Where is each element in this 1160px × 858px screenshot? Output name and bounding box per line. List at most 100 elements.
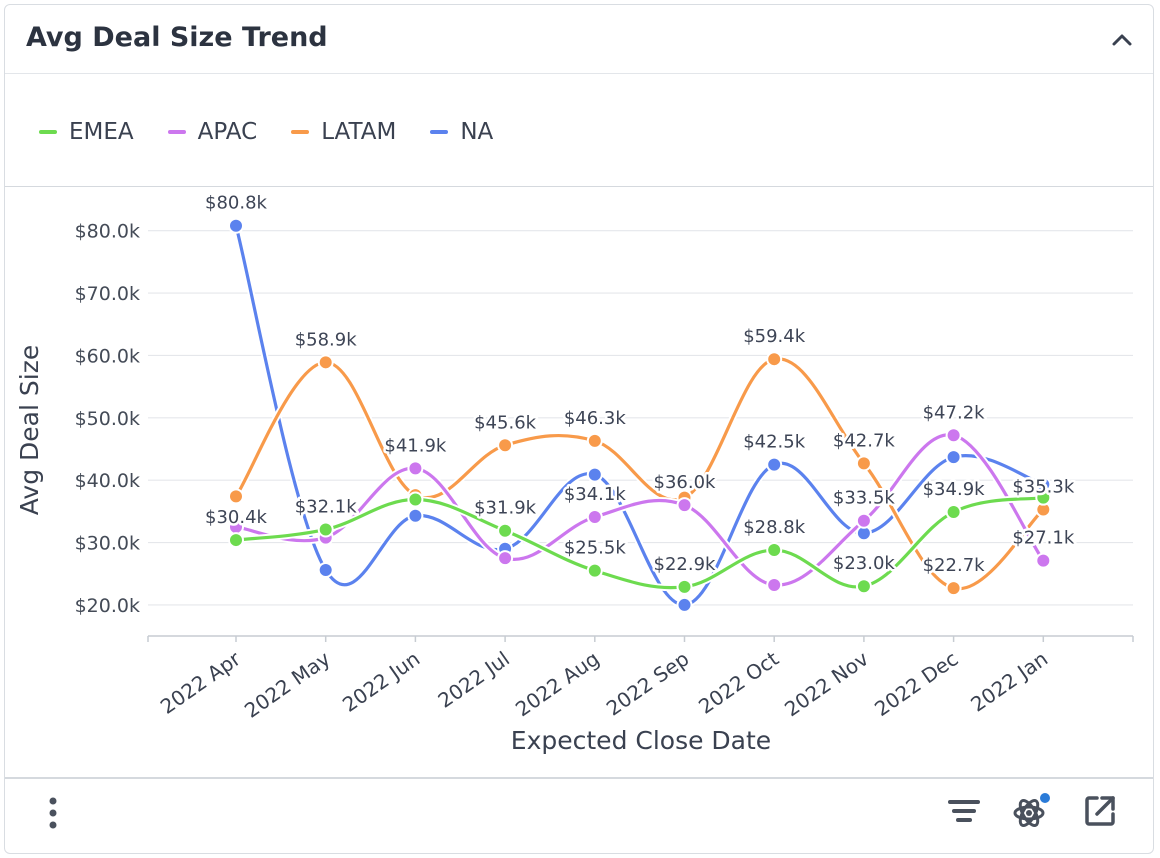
data-point-apac[interactable] xyxy=(766,576,783,593)
y-tick-label: $70.0k xyxy=(75,283,140,305)
data-label: $42.7k xyxy=(833,430,896,451)
legend-swatch xyxy=(39,130,57,134)
x-tick-label: 2022 Apr xyxy=(156,646,246,719)
data-label: $80.8k xyxy=(205,193,268,214)
data-label: $30.4k xyxy=(205,507,268,528)
data-label: $34.9k xyxy=(923,479,986,500)
x-tick-label: 2022 Aug xyxy=(511,646,604,721)
data-point-apac[interactable] xyxy=(407,460,424,477)
data-point-na[interactable] xyxy=(317,562,334,579)
y-tick-label: $20.0k xyxy=(75,595,140,617)
chevron-up-icon[interactable] xyxy=(1109,27,1135,53)
external-link-icon[interactable] xyxy=(1083,793,1119,834)
data-point-latam[interactable] xyxy=(766,351,783,368)
data-label: $32.1k xyxy=(295,496,358,517)
chart-legend: EMEA APAC LATAM NA xyxy=(39,119,493,145)
y-tick-label: $60.0k xyxy=(75,345,140,367)
x-tick-label: 2022 Jan xyxy=(966,646,1052,716)
legend-label: EMEA xyxy=(69,119,134,145)
data-point-apac[interactable] xyxy=(586,508,603,525)
x-tick-label: 2022 Nov xyxy=(780,646,873,721)
data-label: $46.3k xyxy=(564,408,627,429)
data-point-apac[interactable] xyxy=(676,497,693,514)
data-point-emea[interactable] xyxy=(945,504,962,521)
x-tick-label: 2022 Oct xyxy=(694,646,783,718)
data-label: $41.9k xyxy=(384,435,447,456)
card-footer xyxy=(5,777,1153,853)
x-tick-label: 2022 Jul xyxy=(434,646,514,712)
series-line-emea xyxy=(234,496,1045,590)
x-axis-title: Expected Close Date xyxy=(511,726,771,755)
data-label: $23.0k xyxy=(833,553,896,574)
series-line-na xyxy=(234,224,1045,607)
card-header: Avg Deal Size Trend xyxy=(5,5,1153,74)
data-point-emea[interactable] xyxy=(766,542,783,559)
legend-swatch xyxy=(291,130,310,134)
series-line-apac xyxy=(234,433,1045,587)
y-tick-label: $40.0k xyxy=(75,470,140,492)
data-label: $58.9k xyxy=(295,329,358,350)
card-title: Avg Deal Size Trend xyxy=(26,22,328,53)
y-tick-label: $30.0k xyxy=(75,533,140,555)
data-point-na[interactable] xyxy=(407,507,424,524)
data-point-emea[interactable] xyxy=(855,578,872,595)
x-tick-label: 2022 Dec xyxy=(870,646,962,721)
data-point-emea[interactable] xyxy=(228,532,244,549)
legend-item-latam[interactable]: LATAM xyxy=(291,119,396,145)
filter-lines-icon[interactable] xyxy=(947,797,981,832)
data-point-latam[interactable] xyxy=(586,432,603,449)
series-line-latam xyxy=(234,357,1045,591)
data-point-na[interactable] xyxy=(676,596,693,613)
y-tick-label: $80.0k xyxy=(75,221,140,243)
data-point-apac[interactable] xyxy=(497,550,514,567)
legend-label: APAC xyxy=(197,119,258,145)
data-point-apac[interactable] xyxy=(945,427,962,444)
data-label: $36.0k xyxy=(654,472,717,493)
data-point-na[interactable] xyxy=(766,456,783,473)
data-label: $22.9k xyxy=(654,554,717,575)
atom-icon[interactable] xyxy=(1009,791,1053,836)
data-point-latam[interactable] xyxy=(945,580,962,597)
data-point-latam[interactable] xyxy=(855,455,872,472)
data-label: $22.7k xyxy=(923,555,986,576)
legend-label: NA xyxy=(460,119,494,145)
data-point-emea[interactable] xyxy=(317,521,334,538)
y-tick-label: $50.0k xyxy=(75,408,140,430)
chart-card: Avg Deal Size Trend EMEA APAC LATAM NA $20.… xyxy=(4,4,1154,854)
y-axis-title: Avg Deal Size xyxy=(15,345,44,515)
x-tick-label: 2022 May xyxy=(240,646,335,722)
vertical-dots-icon[interactable] xyxy=(43,795,63,840)
legend-swatch xyxy=(167,130,186,134)
data-point-latam[interactable] xyxy=(228,488,244,505)
data-label: $33.5k xyxy=(833,488,896,509)
data-point-na[interactable] xyxy=(228,217,244,234)
legend-swatch xyxy=(430,130,449,134)
data-point-na[interactable] xyxy=(945,449,962,466)
data-label: $27.1k xyxy=(1012,528,1075,549)
data-point-emea[interactable] xyxy=(497,522,514,539)
x-tick-label: 2022 Sep xyxy=(602,646,694,720)
data-label: $47.2k xyxy=(923,402,986,423)
data-label: $35.3k xyxy=(1012,477,1075,498)
data-point-latam[interactable] xyxy=(317,354,334,371)
data-point-emea[interactable] xyxy=(1035,489,1052,506)
data-point-latam[interactable] xyxy=(497,437,514,454)
legend-area: EMEA APAC LATAM NA xyxy=(5,74,1153,187)
data-point-emea[interactable] xyxy=(676,578,693,595)
legend-item-emea[interactable]: EMEA xyxy=(39,119,134,145)
data-label: $42.5k xyxy=(743,432,806,453)
data-label: $31.9k xyxy=(474,498,537,519)
data-point-apac[interactable] xyxy=(1035,552,1052,569)
data-label: $45.6k xyxy=(474,412,537,433)
legend-label: LATAM xyxy=(321,119,397,145)
data-point-emea[interactable] xyxy=(586,562,603,579)
data-label: $34.1k xyxy=(564,484,627,505)
data-point-emea[interactable] xyxy=(407,491,424,508)
data-label: $59.4k xyxy=(743,326,806,347)
line-chart: $20.0k $30.0k $40.0k $50.0k $60.0k $70.0k $80.… xyxy=(15,190,1134,755)
data-point-na[interactable] xyxy=(586,466,603,483)
data-label: $25.5k xyxy=(564,538,627,559)
data-point-apac[interactable] xyxy=(855,512,872,529)
legend-item-na[interactable]: NA xyxy=(430,119,493,145)
legend-item-apac[interactable]: APAC xyxy=(167,119,258,145)
